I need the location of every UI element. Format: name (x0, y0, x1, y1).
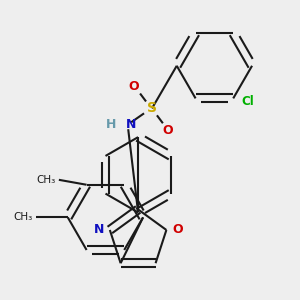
Text: H: H (106, 118, 116, 131)
Text: Cl: Cl (241, 95, 254, 108)
Text: CH₃: CH₃ (37, 175, 56, 185)
Text: N: N (126, 118, 136, 131)
Text: CH₃: CH₃ (14, 212, 33, 222)
Text: O: O (163, 124, 173, 137)
Text: O: O (129, 80, 140, 93)
Text: O: O (172, 224, 183, 236)
Text: N: N (94, 224, 104, 236)
Text: S: S (147, 101, 157, 116)
